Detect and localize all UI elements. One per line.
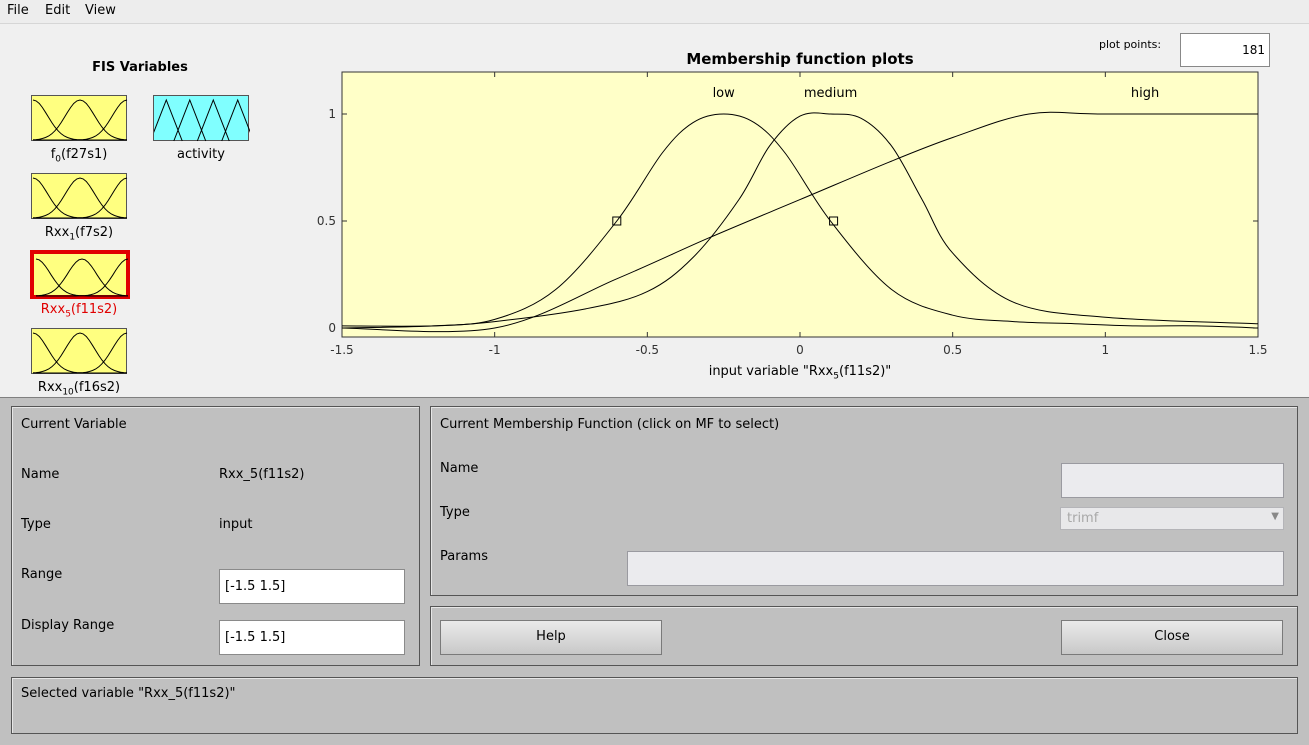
range-label: Range [21,567,63,582]
fis-variable-rxx5-selected[interactable] [30,250,130,299]
fis-variable-label: Rxx10(f16s2) [37,380,121,398]
plot-title: Membership function plots [686,50,914,68]
mf-label-medium: medium [804,86,857,101]
buttons-panel [430,606,1298,666]
mf-label-low: low [713,86,736,101]
x-axis-label: input variable "Rxx5(f11s2)" [708,364,892,382]
mf-label-high: high [1131,86,1159,101]
status-text: Selected variable "Rxx_5(f11s2)" [21,686,236,701]
mf-type-value: trimf [1067,511,1099,526]
mf-curve-medium[interactable] [341,112,1259,327]
mf-type-select[interactable]: trimf ▼ [1060,507,1284,530]
mf-thumbnail-icon [154,98,250,142]
mf-params-input[interactable] [627,551,1284,586]
fis-variable-label: activity [177,147,225,162]
current-variable-panel [11,406,420,666]
x-tick-label: 1.5 [1248,343,1267,357]
status-panel [11,677,1298,734]
membership-function-plot[interactable]: -1.5 -1 -0.5 0 0.5 1 1.5 0 0.5 1 low medium high [300,60,1300,360]
mf-name-label: Name [440,461,479,476]
mf-params-label: Params [440,549,488,564]
plot-points-label: plot points: [1099,38,1162,51]
type-label: Type [21,517,51,532]
mf-marker[interactable] [612,216,622,226]
mf-curve-low[interactable] [341,113,1259,329]
current-variable-title: Current Variable [21,417,127,432]
current-mf-panel [430,406,1298,596]
x-tick-label: 1 [1102,343,1110,357]
y-tick-label: 0.5 [317,214,336,228]
menu-file[interactable]: File [7,3,29,18]
plot-points-input[interactable] [1180,33,1270,67]
fis-variable-label: Rxx1(f7s2) [44,225,114,243]
fis-variable-rxx1[interactable] [31,173,128,219]
mf-marker[interactable] [829,216,839,226]
x-tick-label: -1.5 [330,343,353,357]
x-tick-label: -1 [489,343,501,357]
fis-variable-rxx10[interactable] [31,328,128,374]
current-mf-title: Current Membership Function (click on MF… [440,417,780,432]
name-label: Name [21,467,60,482]
fis-variable-label: f0(f27s1) [50,147,108,165]
mf-thumbnail-icon [32,177,128,219]
mf-type-label: Type [440,505,470,520]
y-tick-label: 1 [328,107,336,121]
menu-edit[interactable]: Edit [45,3,71,18]
fis-variable-f0[interactable] [31,95,128,141]
mf-thumbnail-icon [32,332,128,374]
name-value: Rxx_5(f11s2) [219,467,305,482]
x-tick-label: -0.5 [636,343,659,357]
display-range-input[interactable] [219,620,405,655]
close-button[interactable]: Close [1061,620,1283,655]
type-value: input [219,517,253,532]
mf-name-input[interactable] [1061,463,1284,498]
menu-bar: File Edit View [0,0,1309,24]
chevron-down-icon: ▼ [1271,511,1279,522]
plot-frame [341,71,1259,338]
help-button[interactable]: Help [440,620,662,655]
range-input[interactable] [219,569,405,604]
fis-variable-label-selected: Rxx5(f11s2) [40,302,118,320]
display-range-label: Display Range [21,618,115,633]
x-tick-label: 0.5 [943,343,962,357]
mf-thumbnail-icon [35,258,129,297]
fis-variable-activity[interactable] [153,95,250,142]
mf-curve-high[interactable] [341,111,1258,333]
mf-thumbnail-icon [32,99,128,141]
menu-view[interactable]: View [85,3,116,18]
x-tick-label: 0 [796,343,804,357]
y-tick-label: 0 [328,321,336,335]
fis-variables-title: FIS Variables [92,60,188,75]
